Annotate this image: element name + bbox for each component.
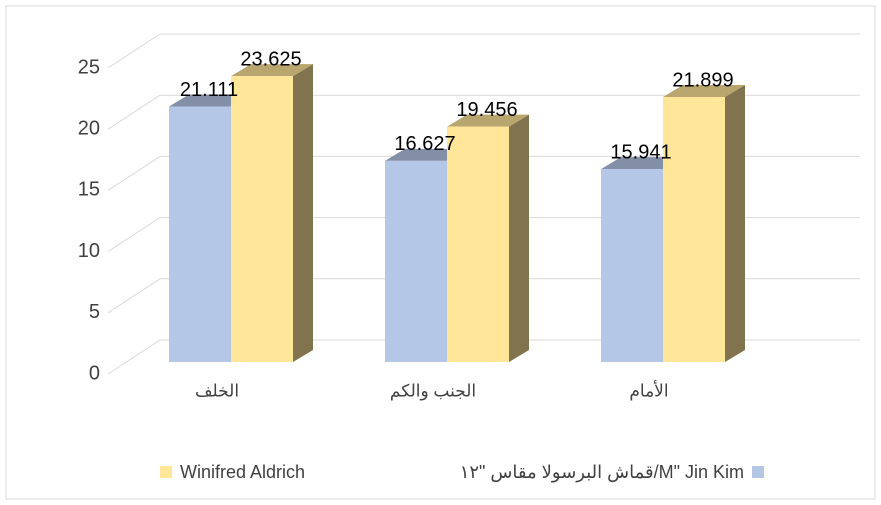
legend-swatch bbox=[752, 466, 764, 478]
grid-line-side bbox=[107, 155, 161, 191]
bar-top bbox=[447, 114, 529, 127]
bar-front bbox=[169, 106, 231, 362]
y-tick-label: 15 bbox=[78, 179, 100, 201]
value-label: 23.625 bbox=[240, 48, 301, 70]
legend-swatch bbox=[160, 466, 172, 478]
y-tick-label: 10 bbox=[78, 240, 100, 262]
value-label: 21.899 bbox=[672, 69, 733, 91]
bar bbox=[663, 85, 745, 363]
bar-top bbox=[663, 85, 745, 98]
grid-line-side bbox=[107, 33, 161, 69]
value-label: 21.111 bbox=[180, 79, 238, 101]
bar-side bbox=[725, 85, 745, 363]
bar-side bbox=[509, 114, 529, 362]
bar-front bbox=[385, 160, 447, 362]
legend-label: قماش البرسولا مقاس "١٢/M" Jin Kim bbox=[460, 462, 744, 483]
value-label: 15.941 bbox=[610, 141, 671, 163]
bar-top bbox=[169, 94, 251, 107]
grid-line-side bbox=[107, 339, 161, 375]
bar-side bbox=[293, 64, 313, 362]
x-tick-label: الجنب والكم bbox=[390, 381, 476, 401]
bar-front bbox=[447, 126, 509, 362]
bar-front bbox=[231, 76, 293, 362]
legend-label: Winifred Aldrich bbox=[180, 462, 305, 482]
bars bbox=[169, 64, 745, 363]
bar-top bbox=[231, 64, 313, 77]
bar bbox=[231, 64, 313, 362]
y-tick-label: 20 bbox=[78, 117, 100, 139]
value-label: 16.627 bbox=[394, 133, 455, 155]
y-tick-label: 25 bbox=[78, 56, 100, 78]
grid-line-side bbox=[107, 217, 161, 253]
bar-top bbox=[385, 148, 467, 161]
y-tick-label: 0 bbox=[89, 362, 100, 384]
grid-line-side bbox=[107, 278, 161, 314]
bar-front bbox=[601, 169, 663, 362]
value-label: 19.456 bbox=[456, 99, 517, 121]
x-tick-label: الخلف bbox=[195, 381, 239, 400]
bar-top bbox=[601, 157, 683, 170]
bar-front bbox=[663, 97, 725, 363]
x-tick-label: الأمام bbox=[629, 380, 668, 400]
bar bbox=[447, 114, 529, 362]
grid-line-side bbox=[107, 94, 161, 130]
y-tick-label: 5 bbox=[89, 301, 100, 323]
